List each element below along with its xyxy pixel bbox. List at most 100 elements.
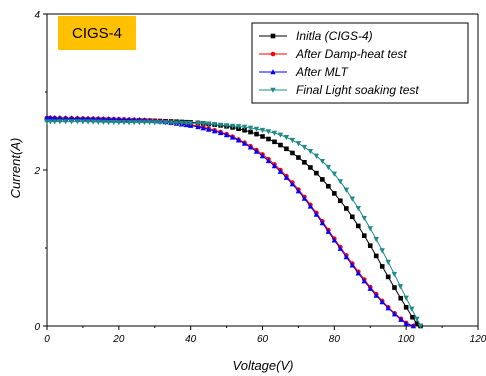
series-point <box>308 165 313 170</box>
series-point <box>379 299 385 305</box>
series-point <box>205 126 212 132</box>
series-point <box>105 119 112 126</box>
series-point <box>100 119 107 125</box>
series-point <box>331 237 338 243</box>
x-axis-label: Voltage(V) <box>233 358 294 373</box>
series-point <box>277 132 284 138</box>
series-point <box>379 248 385 254</box>
series-point <box>379 264 385 269</box>
series-point <box>80 119 86 125</box>
series-point <box>247 144 254 150</box>
series-point <box>152 120 158 126</box>
series-point <box>136 120 143 126</box>
series-point <box>409 306 415 312</box>
series-point <box>62 119 69 125</box>
series-point <box>116 120 122 126</box>
series-point <box>57 115 63 121</box>
series-point <box>241 124 248 130</box>
series-point <box>290 150 295 156</box>
series-point <box>301 195 308 201</box>
series-point <box>361 215 367 222</box>
series-point <box>289 137 296 144</box>
series-point <box>349 262 355 268</box>
series-point <box>301 144 308 151</box>
series-point <box>47 119 53 125</box>
series-point <box>361 233 367 238</box>
x-tick-label: 20 <box>112 334 125 345</box>
series-point <box>314 170 319 176</box>
series-point <box>248 129 253 135</box>
series-point <box>343 254 350 260</box>
series-point <box>265 157 272 164</box>
series-point <box>367 285 373 291</box>
series-point <box>271 163 278 169</box>
sample-label-text: CIGS-4 <box>72 25 122 42</box>
series-point <box>355 270 361 276</box>
series-point <box>168 120 174 126</box>
y-tick-label: 2 <box>33 166 40 177</box>
series-point <box>121 120 127 126</box>
series-point <box>367 243 373 248</box>
legend-swatch-marker <box>270 87 276 93</box>
x-tick-label: 120 <box>470 334 486 345</box>
series-point <box>241 140 248 146</box>
series-point <box>205 121 212 127</box>
series-point <box>271 130 278 136</box>
series-point <box>283 174 290 180</box>
series-point <box>62 115 69 121</box>
series-point <box>211 122 218 128</box>
series-point <box>385 305 391 311</box>
series-point <box>200 125 207 131</box>
series-point <box>283 135 290 141</box>
series-point <box>392 285 397 290</box>
series-point <box>51 115 58 121</box>
series-point <box>325 164 332 171</box>
series-point <box>254 131 259 137</box>
series-point <box>289 181 296 187</box>
series-point <box>373 237 379 243</box>
series-point <box>367 226 373 232</box>
series-point <box>319 219 326 226</box>
series-point <box>223 132 230 138</box>
series-point <box>403 320 409 326</box>
series-point <box>332 191 337 196</box>
series-point <box>344 206 349 211</box>
series-point <box>47 114 53 121</box>
series-point <box>235 137 242 143</box>
series-point <box>157 120 163 126</box>
y-axis-label: Current(A) <box>8 138 23 199</box>
x-tick-label: 100 <box>398 334 415 345</box>
axis-titles: Voltage(V) Current(A) <box>8 138 293 373</box>
series-point <box>131 120 137 126</box>
series-point <box>272 139 277 145</box>
series-point <box>343 187 350 193</box>
series-point <box>313 211 320 217</box>
series-point <box>307 203 314 209</box>
series-point <box>391 311 398 317</box>
series-point <box>417 323 424 329</box>
sample-label-background <box>58 16 136 50</box>
series-point <box>111 120 117 126</box>
series-point <box>57 119 63 125</box>
series-point <box>403 295 409 301</box>
series-point <box>414 316 420 322</box>
series-point <box>259 127 266 134</box>
series-point <box>260 134 265 139</box>
series-point <box>320 177 325 182</box>
series-point <box>173 120 180 126</box>
series-point <box>278 142 283 148</box>
y-tick-label: 0 <box>34 322 40 333</box>
series-point <box>242 127 247 133</box>
series-point <box>326 183 331 189</box>
legend-swatch-marker <box>270 69 276 75</box>
series-point <box>95 119 102 125</box>
series-point <box>266 136 271 142</box>
series-point <box>247 125 254 131</box>
series-point <box>277 168 284 174</box>
series-point <box>195 123 201 130</box>
series-point <box>259 153 266 159</box>
legend-swatch-marker <box>270 33 276 39</box>
series-point <box>253 148 260 154</box>
series-point <box>146 120 153 126</box>
